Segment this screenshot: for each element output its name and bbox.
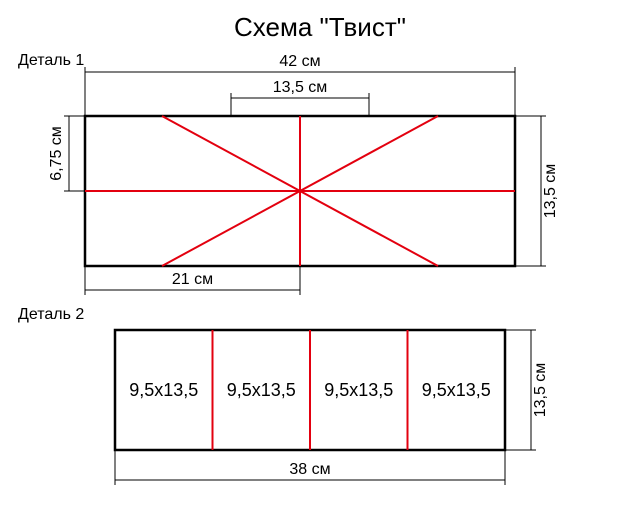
part1-width-label: 42 см xyxy=(279,53,320,70)
part1-inner-top-label: 13,5 см xyxy=(273,79,328,96)
part2-cell-2: 9,5x13,5 xyxy=(324,380,393,400)
part2-cell-0: 9,5x13,5 xyxy=(129,380,198,400)
part2-width-label: 38 см xyxy=(289,461,330,478)
part1-half-w-label: 21 см xyxy=(172,271,213,288)
part2-height-label: 13,5 см xyxy=(532,363,549,418)
diagram-canvas: 42 см 13,5 см 6,75 см 13,5 см 21 см 9,5x13,5 9… xyxy=(0,0,640,517)
part2-cell-3: 9,5x13,5 xyxy=(422,380,491,400)
part1-half-h-label: 6,75 см xyxy=(48,126,65,181)
part2-cell-1: 9,5x13,5 xyxy=(227,380,296,400)
part1-height-label: 13,5 см xyxy=(542,164,559,219)
